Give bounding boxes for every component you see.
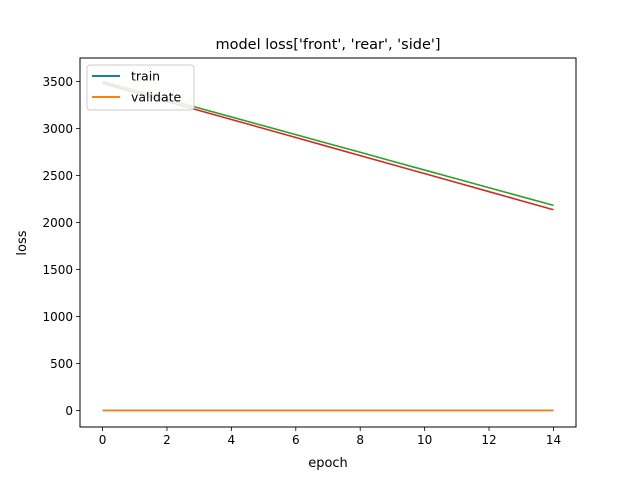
y-tick-label: 3000: [42, 122, 73, 136]
x-tick-label: 2: [163, 433, 171, 447]
x-tick-label: 12: [481, 433, 496, 447]
x-tick-label: 8: [356, 433, 364, 447]
x-tick-label: 6: [292, 433, 300, 447]
y-tick-label: 0: [65, 404, 73, 418]
x-tick-label: 14: [546, 433, 561, 447]
y-tick-label: 1500: [42, 263, 73, 277]
chart-title: model loss['front', 'rear', 'side']: [215, 37, 440, 53]
y-tick-label: 2500: [42, 169, 73, 183]
y-tick-label: 2000: [42, 216, 73, 230]
ticks-layer: 0 2 4 6 8 10 12 14 0 500 1000 1500 2000 2500 3000 3500: [42, 75, 561, 447]
y-tick-label: 3500: [42, 75, 73, 89]
legend-label-train: train: [131, 69, 160, 84]
y-tick-label: 500: [50, 357, 73, 371]
legend: train validate: [86, 64, 195, 111]
y-tick-label: 1000: [42, 310, 73, 324]
x-axis-label: epoch: [308, 456, 348, 471]
plot-frame: [79, 57, 577, 428]
legend-label-validate: validate: [131, 90, 181, 105]
x-tick-label: 4: [228, 433, 236, 447]
x-tick-label: 10: [417, 433, 432, 447]
series-layer: [102, 80, 554, 412]
y-axis-label: loss: [15, 230, 30, 255]
x-tick-label: 0: [99, 433, 107, 447]
